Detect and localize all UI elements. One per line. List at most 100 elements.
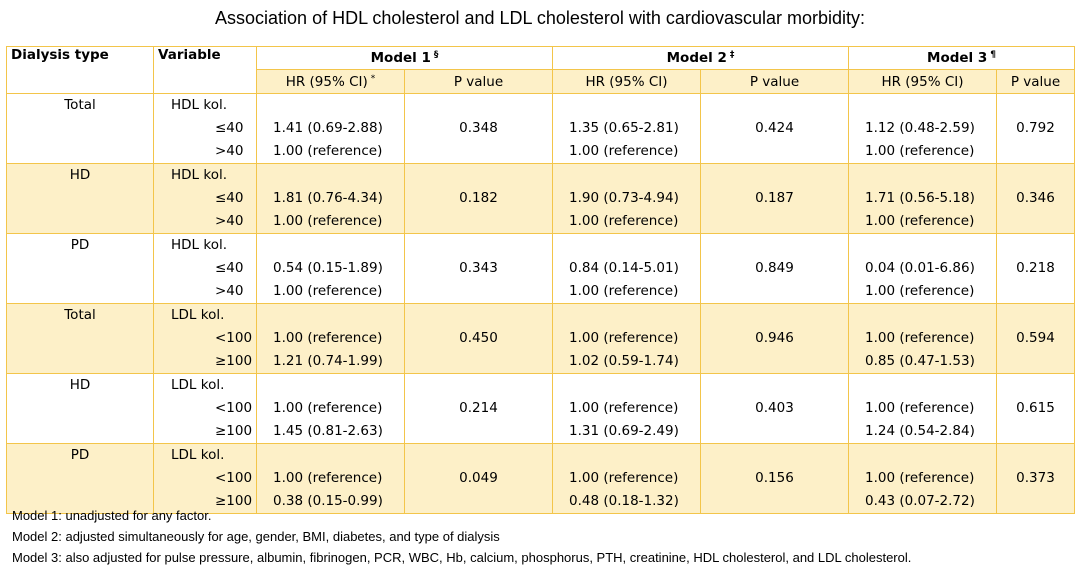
p-value: 0.049: [459, 470, 498, 486]
spacer: [705, 94, 844, 117]
variable-level: ≥100: [215, 493, 253, 509]
dialysis-type-label: HD: [69, 167, 91, 183]
dialysis-type-cell: HD: [6, 163, 154, 234]
hr-value: 0.43 (0.07-2.72): [865, 493, 975, 509]
header-hr-model-2: HR (95% CI): [552, 69, 701, 94]
spacer: [865, 94, 992, 117]
hr-value: 1.45 (0.81-2.63): [273, 423, 383, 439]
hr-cell-model-2: 0.84 (0.14-5.01) 1.00 (reference): [552, 233, 701, 304]
header-model-3: Model 3 ¶: [847, 46, 1076, 70]
hr-value: 1.35 (0.65-2.81): [569, 120, 679, 136]
p-value: 0.348: [459, 120, 498, 136]
hr-cell-model-1: 1.00 (reference) 0.38 (0.15-0.99): [256, 443, 405, 514]
spacer: [1001, 444, 1070, 467]
spacer: [865, 164, 992, 187]
table-row: Total LDL kol. <100 ≥100 1.00 (reference) 1.…: [6, 303, 1076, 374]
hr-value: 0.85 (0.47-1.53): [865, 353, 975, 369]
variable-cell: LDL kol. <100 ≥100: [153, 303, 257, 374]
p-value: 0.182: [459, 190, 498, 206]
spacer: [273, 94, 400, 117]
header-hr-model-1-label: HR (95% CI): [285, 73, 368, 90]
dialysis-type-label: PD: [70, 447, 90, 463]
hr-cell-model-1: 1.00 (reference) 1.21 (0.74-1.99): [256, 303, 405, 374]
p-value: 0.346: [1016, 190, 1055, 206]
header-model-2: Model 2 ‡: [552, 46, 849, 70]
spacer: [273, 444, 400, 467]
model-2-footnote-mark: ‡: [729, 50, 735, 60]
spacer: [273, 234, 400, 257]
p-value: 0.594: [1016, 330, 1055, 346]
hr-value: 1.00 (reference): [569, 283, 679, 299]
hr-value: 1.00 (reference): [273, 400, 383, 416]
spacer: [569, 164, 696, 187]
variable-level: ≤40: [215, 120, 244, 136]
p-cell-model-3: 0.615: [995, 373, 1076, 444]
header-model-2-label: Model 2: [666, 50, 727, 66]
p-value: 0.424: [755, 120, 794, 136]
p-value: 0.373: [1016, 470, 1055, 486]
table-row: HD HDL kol. ≤40 >40 1.81 (0.76-4.34) 1.00 (r…: [6, 163, 1076, 234]
hr-value: 1.00 (reference): [569, 470, 679, 486]
hr-value: 1.00 (reference): [273, 143, 383, 159]
hr-value: 1.90 (0.73-4.94): [569, 190, 679, 206]
dialysis-type-cell: HD: [6, 373, 154, 444]
p-value: 0.450: [459, 330, 498, 346]
hr-cell-model-1: 1.00 (reference) 1.45 (0.81-2.63): [256, 373, 405, 444]
header-row-columns: HR (95% CI) * P value HR (95% CI) P value…: [7, 69, 1076, 94]
spacer: [409, 444, 548, 467]
spacer: [409, 374, 548, 397]
spacer: [705, 164, 844, 187]
variable-level: ≤40: [215, 260, 244, 276]
hr-cell-model-3: 1.00 (reference) 0.43 (0.07-2.72): [848, 443, 997, 514]
spacer: [569, 444, 696, 467]
variable-label: LDL kol.: [171, 447, 225, 463]
variable-label: HDL kol.: [171, 237, 227, 253]
p-cell-model-2: 0.403: [700, 373, 849, 444]
hr-value: 1.00 (reference): [865, 330, 975, 346]
p-value: 0.343: [459, 260, 498, 276]
variable-level: >40: [215, 213, 244, 229]
dialysis-type-cell: Total: [6, 303, 154, 374]
header-row-models: Dialysis type Variable Model 1 § Model 2 ‡…: [6, 46, 1076, 94]
hr-cell-model-2: 1.00 (reference) 0.48 (0.18-1.32): [552, 443, 701, 514]
variable-label: HDL kol.: [171, 167, 227, 183]
footnote-model-1: Model 1: unadjusted for any factor.: [12, 508, 212, 523]
hr-value: 1.00 (reference): [273, 213, 383, 229]
spacer: [705, 234, 844, 257]
dialysis-type-label: PD: [70, 237, 90, 253]
hr-value: 1.00 (reference): [865, 400, 975, 416]
table-title: Association of HDL cholesterol and LDL c…: [215, 8, 865, 28]
spacer: [705, 374, 844, 397]
p-value: 0.792: [1016, 120, 1055, 136]
spacer: [1001, 234, 1070, 257]
hr-value: 0.84 (0.14-5.01): [569, 260, 679, 276]
hr-value: 1.00 (reference): [569, 400, 679, 416]
variable-label: LDL kol.: [171, 307, 225, 323]
header-model-1-label: Model 1: [370, 50, 431, 66]
footnotes: Model 1: unadjusted for any factor. Mode…: [12, 505, 1080, 568]
hr-value: 1.81 (0.76-4.34): [273, 190, 383, 206]
hr-value: 1.00 (reference): [865, 283, 975, 299]
p-value: 0.403: [755, 400, 794, 416]
spacer: [865, 304, 992, 327]
spacer: [1001, 164, 1070, 187]
hr-cell-model-2: 1.00 (reference) 1.02 (0.59-1.74): [552, 303, 701, 374]
p-cell-model-3: 0.346: [995, 163, 1076, 234]
p-cell-model-3: 0.373: [995, 443, 1076, 514]
hr-value: 1.00 (reference): [865, 470, 975, 486]
p-value: 0.187: [755, 190, 794, 206]
hr-value: 1.12 (0.48-2.59): [865, 120, 975, 136]
p-value: 0.156: [755, 470, 794, 486]
p-cell-model-1: 0.049: [404, 443, 553, 514]
spacer: [273, 164, 400, 187]
spacer: [1001, 94, 1070, 117]
hr-cell-model-3: 1.00 (reference) 0.85 (0.47-1.53): [848, 303, 997, 374]
header-variable-label: Variable: [158, 47, 221, 63]
spacer: [409, 234, 548, 257]
footnote-model-2: Model 2: adjusted simultaneously for age…: [12, 529, 500, 544]
hr-value: 1.00 (reference): [569, 330, 679, 346]
p-cell-model-3: 0.594: [995, 303, 1076, 374]
spacer: [705, 444, 844, 467]
hr-value: 1.02 (0.59-1.74): [569, 353, 679, 369]
spacer: [409, 164, 548, 187]
